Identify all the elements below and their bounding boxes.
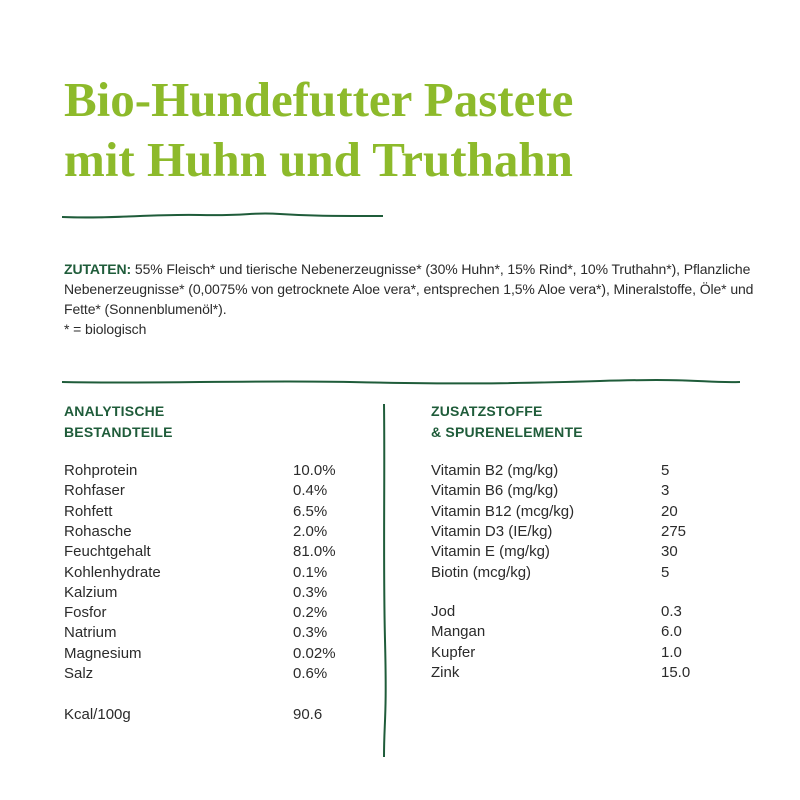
row-value: 5 [661,563,670,581]
row-label: Magnesium [64,644,142,662]
analytical-row: Fosfor 0.2% [0,603,800,623]
analytical-row: Rohfett 6.5% [0,502,800,522]
title-line-1: Bio-Hundefutter Pastete [64,72,574,127]
row-label: Kupfer [431,643,476,661]
row-label: Rohfett [64,502,113,520]
row-label: Vitamin B6 (mg/kg) [431,482,559,500]
row-label: Natrium [64,624,117,642]
energy-row: Kcal/100g 90.6 [0,705,800,725]
analytical-heading-line-1: ANALYTISCHE [64,403,165,419]
analytical-heading-line-2: BESTANDTEILE [64,424,173,440]
row-value: 6.0 [661,623,682,641]
row-label: Rohasche [64,522,132,540]
row-value: 0.3% [293,624,328,642]
analytical-heading: ANALYTISCHE BESTANDTEILE [64,401,173,443]
row-label: Vitamin D3 (IE/kg) [431,522,553,540]
trace-element-row: Zink 15.0 [0,663,800,683]
row-label: Rohprotein [64,462,138,479]
ingredients: ZUTATEN: 55% Fleisch* und tierische Nebe… [64,259,754,339]
row-label: Fosfor [64,604,107,622]
row-label: Vitamin B12 (mcg/kg) [431,502,575,520]
row-label: Salz [64,665,94,682]
row-label: Zink [431,663,460,681]
vitamin-row: Biotin (mcg/kg) 5 [0,563,800,583]
ingredients-label: ZUTATEN: [64,261,132,277]
row-value: 15.0 [661,663,691,681]
trace-element-row: Kupfer 1.0 [0,643,800,663]
vitamin-row: Vitamin D3 (IE/kg) 275 [0,522,800,542]
title-line-2: mit Huhn und Truthahn [64,132,573,187]
analytical-row: Natrium 0.3% [0,623,800,643]
row-value: 1.0 [661,643,682,661]
row-value: 6.5% [293,502,328,520]
row-label: Feuchtgehalt [64,543,151,561]
section-divider [61,379,741,385]
row-value: 0.3% [293,583,328,601]
analytical-row: Rohasche 2.0% [0,522,800,542]
trace-element-row: Jod 0.3 [0,602,800,622]
row-label: Vitamin E (mg/kg) [431,543,550,561]
vitamin-row: Vitamin B12 (mcg/kg) 20 [0,502,800,522]
row-label: Rohfaser [64,482,125,500]
row-value: 81.0% [293,543,336,561]
row-label: Jod [431,603,456,620]
row-label: Kcal/100g [64,706,131,723]
analytical-row: Rohprotein 10.0% [0,461,800,481]
row-value: 0.02% [293,644,336,662]
row-label: Kohlenhydrate [64,563,161,581]
row-value: 0.4% [293,482,328,500]
analytical-row: Feuchtgehalt 81.0% [0,542,800,562]
vitamin-row: Vitamin B2 (mg/kg) 5 [0,461,800,481]
row-value: 0.2% [293,604,328,622]
additives-heading: ZUSATZSTOFFE & SPURENELEMENTE [431,401,583,443]
analytical-row: Kalzium 0.3% [0,583,800,603]
analytical-row: Magnesium 0.02% [0,644,800,664]
column-divider [383,403,387,758]
ingredients-text: 55% Fleisch* und tierische Nebenerzeugni… [64,261,754,317]
row-label: Mangan [431,623,486,641]
row-value: 20 [661,502,678,520]
product-title: Bio-Hundefutter Pastete mit Huhn und Tru… [64,70,573,190]
title-underline [61,212,384,219]
analytical-row: Kohlenhydrate 0.1% [0,563,800,583]
row-value: 0.6% [293,665,328,682]
row-value: 30 [661,543,678,561]
row-value: 2.0% [293,522,328,540]
row-value: 90.6 [293,706,323,723]
additives-heading-line-1: ZUSATZSTOFFE [431,403,543,419]
row-label: Biotin (mcg/kg) [431,563,532,581]
vitamin-row: Vitamin B6 (mg/kg) 3 [0,481,800,501]
row-value: 10.0% [293,462,336,479]
row-value: 0.3 [661,603,682,620]
analytical-row: Rohfaser 0.4% [0,481,800,501]
vitamin-row: Vitamin E (mg/kg) 30 [0,542,800,562]
row-value: 3 [661,482,670,500]
row-label: Kalzium [64,583,118,601]
row-value: 275 [661,522,687,540]
row-value: 0.1% [293,563,328,581]
ingredients-footnote: * = biologisch [64,321,147,337]
analytical-row: Salz 0.6% [0,664,800,684]
additives-heading-line-2: & SPURENELEMENTE [431,424,583,440]
row-label: Vitamin B2 (mg/kg) [431,462,559,479]
trace-element-row: Mangan 6.0 [0,622,800,642]
row-value: 5 [661,462,670,479]
